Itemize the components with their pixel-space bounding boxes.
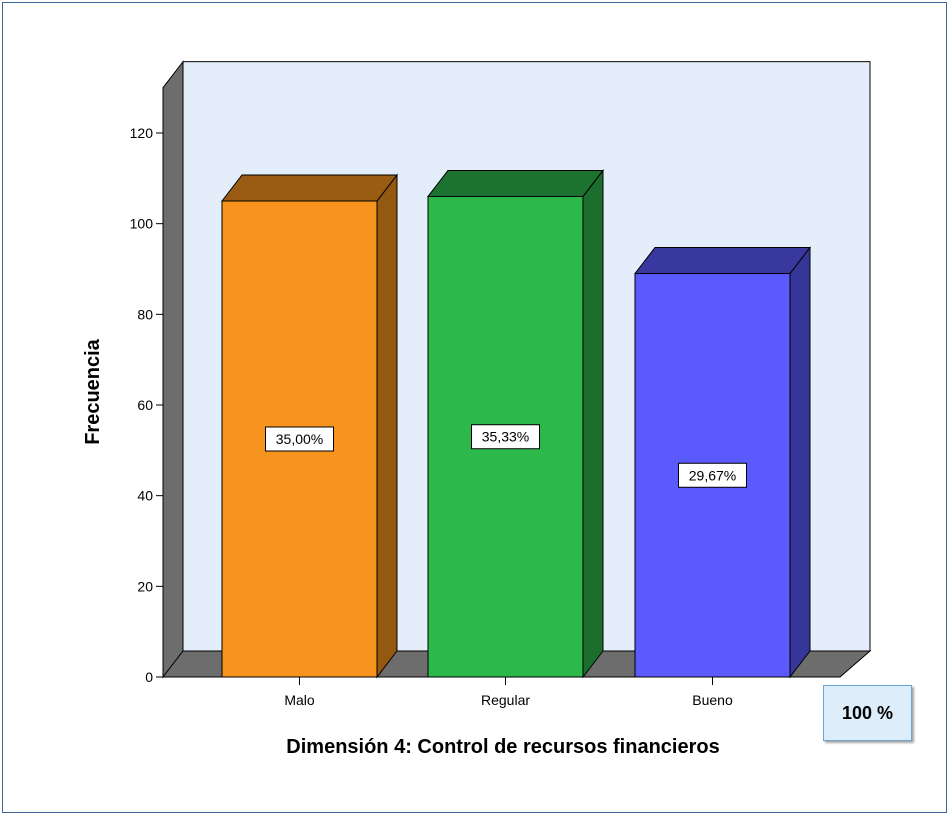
data-label-box bbox=[678, 462, 747, 488]
y-tick-label: 0 bbox=[145, 669, 153, 685]
bar-side-bueno bbox=[789, 246, 811, 679]
bar-side-regular bbox=[582, 168, 604, 679]
bar-top-bueno bbox=[633, 247, 812, 275]
y-tick-label: 100 bbox=[130, 216, 154, 232]
data-label-box bbox=[265, 426, 334, 452]
y-tick-label: 60 bbox=[137, 397, 153, 413]
bar-chart: 0 20 40 60 80 100 120 35,00% Malo 35,33% Regular 29… bbox=[82, 60, 872, 758]
y-tick-label: 120 bbox=[130, 125, 154, 141]
y-tick-label: 40 bbox=[137, 488, 153, 504]
plot-left-wall bbox=[162, 60, 184, 679]
y-tick-label: 20 bbox=[137, 578, 153, 594]
x-tick-label: Bueno bbox=[692, 692, 733, 708]
y-axis-title: Frecuencia bbox=[82, 338, 104, 444]
x-axis-title: Dimensión 4: Control de recursos financi… bbox=[286, 736, 719, 758]
data-label-box bbox=[471, 424, 540, 450]
total-percentage-badge: 100 % bbox=[823, 685, 912, 741]
x-tick-label: Regular bbox=[481, 692, 530, 708]
bar-top-malo bbox=[220, 174, 399, 202]
data-label: 29,67% bbox=[689, 467, 736, 483]
data-label: 35,33% bbox=[482, 429, 529, 445]
data-label: 35,00% bbox=[276, 431, 323, 447]
x-tick-label: Malo bbox=[284, 692, 315, 708]
bar-side-malo bbox=[376, 173, 398, 679]
bar-top-regular bbox=[426, 169, 605, 197]
y-tick-label: 80 bbox=[137, 306, 153, 322]
